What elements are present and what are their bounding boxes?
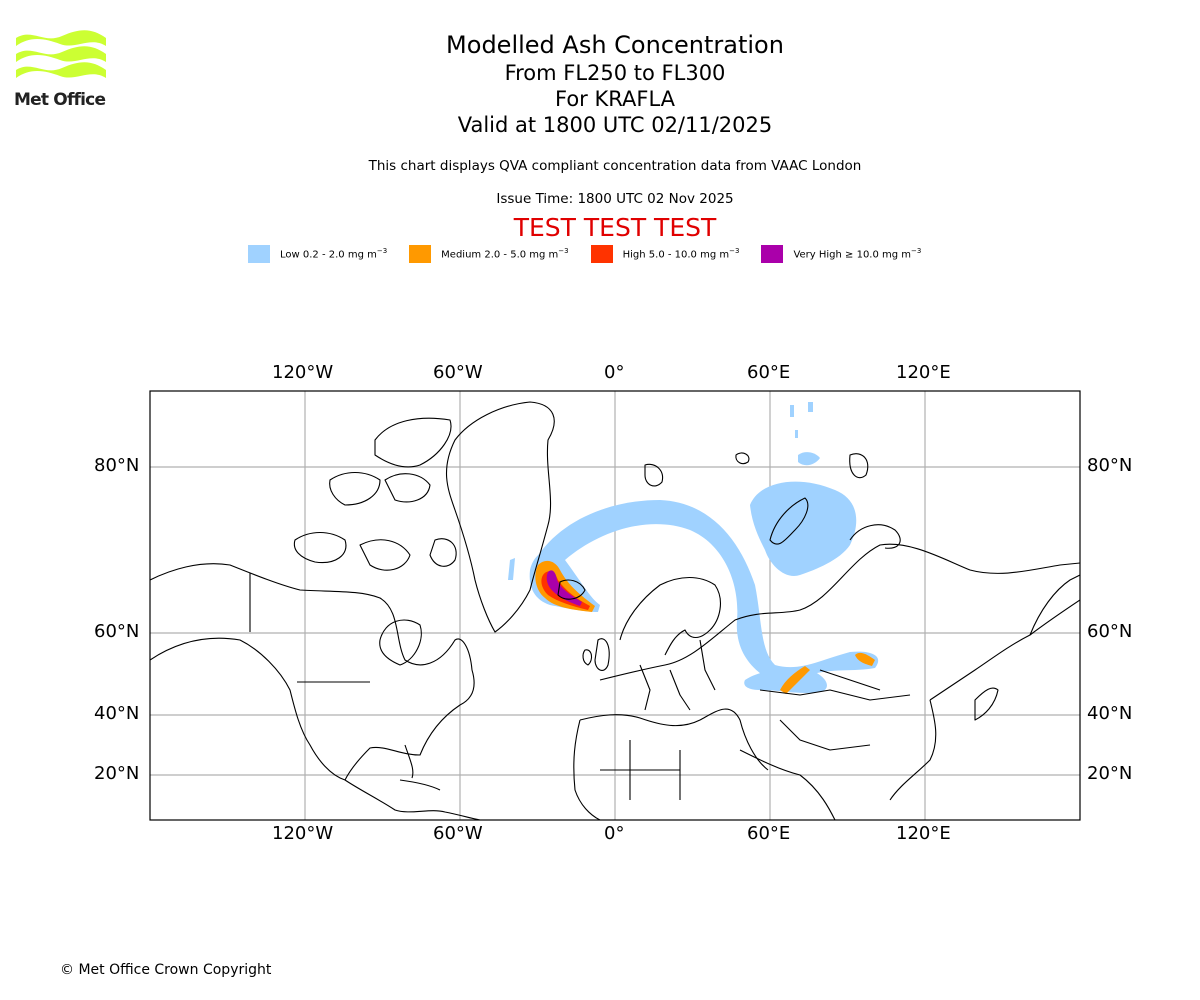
lat-label-right-60n: 60°N	[1087, 621, 1133, 642]
lon-label-bottom-0: 0°	[604, 823, 625, 844]
lon-label-bottom-120e: 120°E	[896, 823, 951, 844]
issue-time: Issue Time: 1800 UTC 02 Nov 2025	[496, 191, 734, 207]
legend-swatch-medium	[409, 245, 432, 263]
lon-label-top-60e: 60°E	[747, 362, 791, 383]
legend-label-medium: Medium 2.0 - 5.0 mg m−3	[441, 247, 569, 261]
copyright-footer: © Met Office Crown Copyright	[60, 962, 272, 978]
legend-item-very-high: Very High ≥ 10.0 mg m−3	[761, 245, 921, 263]
ash-very-high-region	[546, 570, 582, 606]
lat-label-right-40n: 40°N	[1087, 703, 1133, 724]
legend-swatch-low	[248, 245, 270, 263]
legend: Low 0.2 - 2.0 mg m−3 Medium 2.0 - 5.0 mg…	[248, 244, 943, 264]
map-gridlines	[150, 391, 1080, 820]
lat-label-right-80n: 80°N	[1087, 455, 1133, 476]
title-line-3: For KRAFLA	[555, 87, 675, 111]
lon-label-bottom-60e: 60°E	[747, 823, 791, 844]
test-banner: TEST TEST TEST	[513, 213, 717, 242]
lon-label-top-0: 0°	[604, 362, 625, 383]
legend-label-high: High 5.0 - 10.0 mg m−3	[622, 247, 740, 261]
lon-label-bottom-120w: 120°W	[272, 823, 334, 844]
lon-label-top-120e: 120°E	[896, 362, 951, 383]
legend-swatch-high	[590, 245, 613, 263]
met-office-waves-icon	[16, 30, 106, 78]
lon-label-bottom-60w: 60°W	[433, 823, 483, 844]
legend-label-very-high: Very High ≥ 10.0 mg m−3	[793, 247, 922, 261]
chart-title: Modelled Ash Concentration From FL250 to…	[0, 30, 1200, 138]
legend-item-high: High 5.0 - 10.0 mg m−3	[590, 245, 740, 263]
lat-label-left-60n: 60°N	[94, 621, 140, 642]
legend-item-medium: Medium 2.0 - 5.0 mg m−3	[409, 245, 569, 263]
ash-low-region	[508, 402, 879, 693]
lon-label-top-120w: 120°W	[272, 362, 334, 383]
logo-text: Met Office	[14, 90, 106, 110]
legend-swatch-very-high	[761, 245, 784, 263]
lat-label-left-80n: 80°N	[94, 455, 140, 476]
coastlines	[150, 401, 1080, 820]
met-office-logo: Met Office	[14, 30, 108, 112]
lat-label-right-20n: 20°N	[1087, 763, 1133, 784]
legend-item-low: Low 0.2 - 2.0 mg m−3	[248, 245, 387, 263]
lat-label-left-20n: 20°N	[94, 763, 140, 784]
chart-subtitle: This chart displays QVA compliant concen…	[368, 158, 862, 174]
lat-label-left-40n: 40°N	[94, 703, 140, 724]
title-line-4: Valid at 1800 UTC 02/11/2025	[457, 113, 773, 137]
lon-label-top-60w: 60°W	[433, 362, 483, 383]
legend-label-low: Low 0.2 - 2.0 mg m−3	[280, 247, 388, 261]
title-line-1: Modelled Ash Concentration	[446, 31, 784, 59]
title-line-2: From FL250 to FL300	[504, 61, 726, 85]
map-frame	[149, 390, 1081, 821]
